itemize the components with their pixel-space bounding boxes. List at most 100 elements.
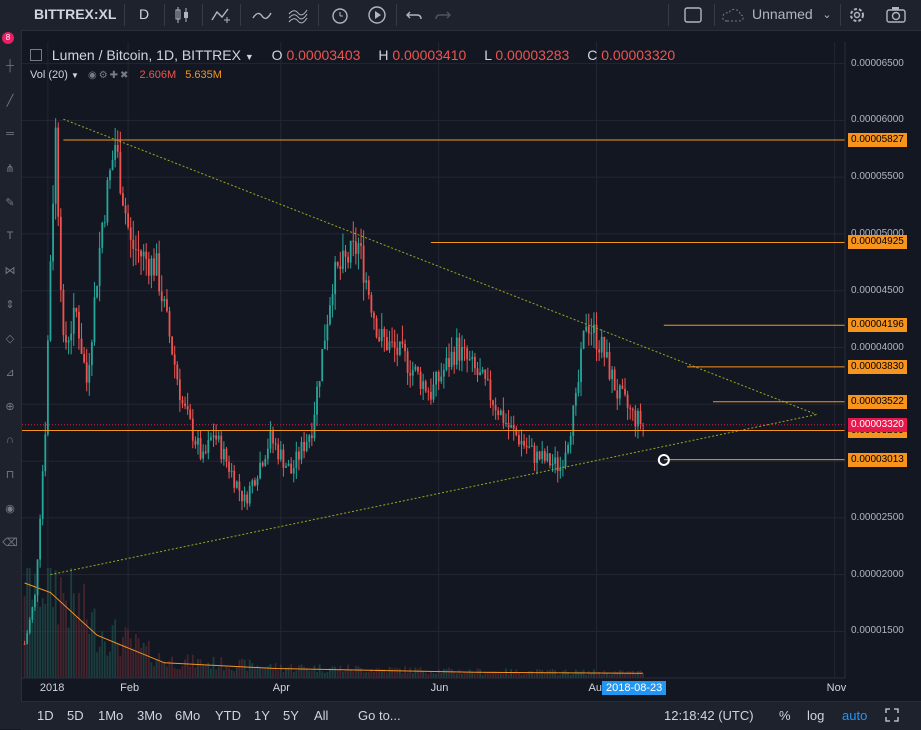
crosshair-date-label: 2018-08-23 xyxy=(602,681,667,695)
candle-body xyxy=(178,379,181,400)
volume-bar xyxy=(595,673,598,678)
symbol-search[interactable]: BITTREX:XL xyxy=(34,6,117,22)
volume-bar xyxy=(132,648,135,678)
range-1d[interactable]: 1D xyxy=(37,708,54,723)
volume-bar xyxy=(259,667,262,678)
log-toggle[interactable]: log xyxy=(807,708,825,723)
range-all[interactable]: All xyxy=(314,708,329,723)
volume-bar xyxy=(313,665,316,678)
volume-bar xyxy=(481,674,484,678)
trash-icon[interactable]: ⌫ xyxy=(2,537,18,549)
chevron-down-icon[interactable]: ⌄ xyxy=(822,9,832,21)
candles-icon[interactable] xyxy=(171,4,193,26)
volume-bar xyxy=(134,634,137,678)
low-label: L xyxy=(484,47,492,63)
volume-value: 2.606M xyxy=(139,69,177,81)
volume-bar xyxy=(497,673,500,678)
lock-icon[interactable]: ⊓ xyxy=(5,469,15,481)
volume-bar xyxy=(199,659,202,678)
range-5d[interactable]: 5D xyxy=(67,708,84,723)
redo-icon[interactable] xyxy=(432,4,454,26)
fullscreen-icon[interactable] xyxy=(682,4,704,26)
volume-bar xyxy=(598,671,601,678)
alert-clock-icon[interactable] xyxy=(329,4,351,26)
candle-body xyxy=(533,445,536,463)
indicator-controls-icon[interactable]: ◉⚙✚✖ xyxy=(87,70,131,81)
candle-body xyxy=(331,294,334,306)
horizontal-line-icon[interactable]: ═ xyxy=(6,128,14,140)
gear-icon[interactable] xyxy=(846,4,868,26)
volume-bar xyxy=(437,669,440,678)
indicators-icon[interactable] xyxy=(251,4,273,26)
volume-bar xyxy=(386,672,388,678)
ruler-icon[interactable]: ⊿ xyxy=(5,367,15,379)
pattern-icon[interactable]: ⋈ xyxy=(4,265,16,277)
candle-body xyxy=(461,347,463,361)
replay-icon[interactable] xyxy=(366,4,388,26)
maximize-icon[interactable] xyxy=(885,708,899,725)
trend-line-lower[interactable] xyxy=(50,414,817,576)
horizontal-levels[interactable] xyxy=(22,139,845,461)
prediction-icon[interactable]: ⇕ xyxy=(5,299,15,311)
range-1mo[interactable]: 1Mo xyxy=(98,708,124,723)
candle-body xyxy=(292,468,295,474)
undo-icon[interactable] xyxy=(403,4,425,26)
candle-body xyxy=(313,414,316,439)
volume-bar xyxy=(554,670,557,678)
volume-bar xyxy=(445,669,448,678)
candle-body xyxy=(134,248,137,250)
chevron-down-icon[interactable]: ▼ xyxy=(70,71,79,80)
candle-body xyxy=(282,449,285,468)
collapse-legend-icon[interactable] xyxy=(30,49,42,61)
zoom-icon[interactable]: ⊕ xyxy=(5,401,15,413)
candle-body xyxy=(554,457,557,464)
volume-bar xyxy=(261,668,264,678)
notification-badge[interactable]: 8 xyxy=(2,32,14,44)
interval-button[interactable]: D xyxy=(139,6,150,22)
range-5y[interactable]: 5Y xyxy=(283,708,299,723)
templates-icon[interactable] xyxy=(287,4,309,26)
chevron-down-icon[interactable]: ▼ xyxy=(244,52,254,62)
range-3mo[interactable]: 3Mo xyxy=(137,708,163,723)
trend-line-upper[interactable] xyxy=(63,118,817,415)
range-6mo[interactable]: 6Mo xyxy=(175,708,201,723)
volume-bar xyxy=(549,669,551,678)
text-icon[interactable]: T xyxy=(6,230,14,242)
candle-body xyxy=(305,441,308,452)
auto-toggle[interactable]: auto xyxy=(842,708,868,723)
layout-name[interactable]: Unnamed xyxy=(752,6,813,22)
candle-body xyxy=(637,410,639,427)
pitchfork-icon[interactable]: ⋔ xyxy=(5,163,15,175)
volume-indicator-name[interactable]: Vol (20) xyxy=(30,69,68,81)
range-ytd[interactable]: YTD xyxy=(215,708,241,723)
clock[interactable]: 12:18:42 (UTC) xyxy=(664,708,754,723)
range-1y[interactable]: 1Y xyxy=(254,708,270,723)
magnet-icon[interactable]: ∩ xyxy=(6,434,14,446)
eye-icon[interactable]: ◉ xyxy=(5,503,15,515)
volume-bar xyxy=(556,674,559,678)
volume-bar xyxy=(308,670,311,678)
volume-bar xyxy=(158,653,161,678)
candle-body xyxy=(101,222,104,248)
goto-button[interactable]: Go to... xyxy=(358,708,401,723)
candle-body xyxy=(367,280,370,296)
candle-body xyxy=(83,353,86,363)
candle-body xyxy=(44,434,47,472)
trend-line-icon[interactable]: ╱ xyxy=(6,95,14,107)
cloud-icon[interactable] xyxy=(721,4,744,26)
volume-bar xyxy=(39,606,42,678)
brush-icon[interactable]: ✎ xyxy=(5,197,15,209)
camera-icon[interactable] xyxy=(885,4,907,26)
volume-bar xyxy=(435,673,437,678)
crosshair-icon[interactable]: ┼ xyxy=(6,60,14,72)
candle-body xyxy=(279,449,282,460)
percent-toggle[interactable]: % xyxy=(779,708,791,723)
shapes-icon[interactable]: ◇ xyxy=(5,333,15,345)
bottom-toolbar: 1D 5D 1Mo 3Mo 6Mo YTD 1Y 5Y All Go to...… xyxy=(21,701,921,730)
candle-body xyxy=(31,607,34,620)
cursor-marker[interactable] xyxy=(657,453,670,466)
compare-icon[interactable] xyxy=(209,4,231,26)
volume-bar xyxy=(585,674,588,678)
volume-bar xyxy=(354,665,357,678)
